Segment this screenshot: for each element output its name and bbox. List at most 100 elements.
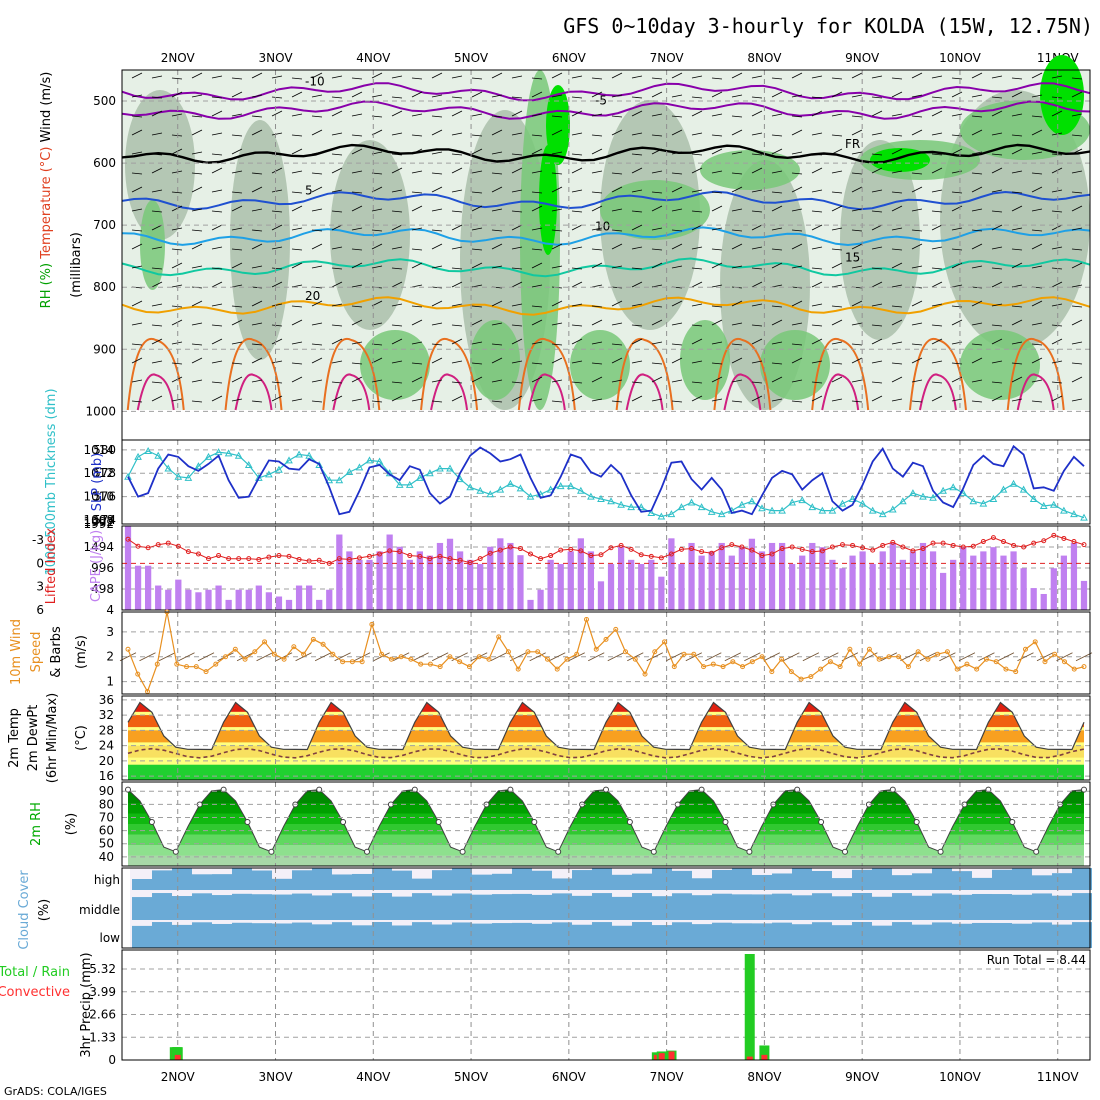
wind-barb <box>811 267 823 270</box>
wind-barb <box>851 400 863 403</box>
wind-barb <box>1051 246 1063 250</box>
thickness-point <box>627 503 636 511</box>
wind-barb <box>271 324 283 327</box>
wind-barb <box>431 652 449 662</box>
li-point <box>467 560 473 566</box>
li-point <box>739 544 745 550</box>
wind-speed-point <box>964 661 970 667</box>
cape-bar <box>134 565 142 610</box>
wind-barb <box>391 75 403 79</box>
wind-barb <box>691 132 703 136</box>
wind-barb <box>139 652 156 662</box>
thickness-point <box>808 503 817 511</box>
wind-barb <box>711 319 723 326</box>
wind-barb <box>651 376 663 383</box>
cape-bar <box>909 551 917 610</box>
wind-barb <box>791 343 803 346</box>
thickness-point <box>687 498 696 506</box>
wind-barb <box>591 134 603 137</box>
li-point <box>709 550 715 556</box>
wind-barb <box>411 205 423 212</box>
cloud-bar <box>212 923 232 948</box>
precip-total-bar <box>744 954 755 1060</box>
wind-barb <box>451 210 463 213</box>
wind-barb <box>431 72 443 79</box>
wind-barb <box>431 300 443 307</box>
wind-barb <box>891 77 903 80</box>
cloud-bar <box>532 870 552 890</box>
wind-barb <box>1031 357 1043 364</box>
wind-barb <box>691 281 703 288</box>
li-point <box>367 553 373 559</box>
cloud-bar <box>272 923 292 948</box>
precip-total-label: Total / Rain <box>0 965 70 980</box>
wind-barb <box>1071 262 1083 269</box>
wind-speed-point <box>837 664 843 670</box>
wind-barb <box>391 189 403 193</box>
li-point <box>246 556 252 562</box>
wind-barb <box>231 398 243 402</box>
wind-barb <box>911 379 923 383</box>
bottom-date-label: 8NOV <box>747 1070 782 1084</box>
thickness-point <box>758 504 766 512</box>
cape-bar <box>306 585 313 610</box>
rh-shade <box>470 320 520 400</box>
wind-barb <box>591 113 603 117</box>
li-point <box>850 542 856 548</box>
cape-bar <box>456 551 464 610</box>
cloud-bar <box>692 924 712 948</box>
wind-barb <box>251 129 263 136</box>
cape-bar <box>688 542 695 610</box>
cloud-bar <box>352 925 372 948</box>
li-point <box>236 556 242 562</box>
wind-barb <box>1031 300 1043 307</box>
wind-barb <box>1011 248 1023 251</box>
wind-barb <box>119 652 137 662</box>
cloud-bar <box>952 923 972 948</box>
wind-barb <box>271 75 283 79</box>
li-point <box>719 545 725 551</box>
cape-bar <box>1030 588 1037 610</box>
wind-barb <box>431 94 443 98</box>
cloud-bar <box>132 925 152 948</box>
wind-barb <box>671 300 683 307</box>
cloud-level-label: low <box>100 931 121 945</box>
li-point <box>528 551 534 557</box>
wind-barb <box>411 170 423 174</box>
wind-barb <box>291 191 303 194</box>
wind-barb <box>551 343 563 346</box>
rh-point <box>244 818 251 825</box>
wind-barb <box>231 91 243 98</box>
wind-barb <box>311 379 323 383</box>
cloud-bar <box>592 868 612 890</box>
cloud-bar <box>652 896 672 920</box>
wind-barb <box>831 376 843 383</box>
thickness-point <box>1070 510 1078 518</box>
thickness-point <box>174 472 183 480</box>
li-point <box>890 539 896 545</box>
wind-barb <box>151 324 163 327</box>
wind-barb <box>291 148 303 155</box>
cloud-bar <box>492 894 512 920</box>
wind-barb <box>691 338 703 345</box>
wind-barb <box>791 300 803 307</box>
panel-frame <box>121 695 1091 781</box>
wind-barb <box>131 172 143 175</box>
rh-point <box>1009 818 1016 825</box>
wind-barb <box>311 208 323 212</box>
wind-barb <box>851 229 863 232</box>
wind-barb <box>951 319 963 326</box>
top-date-label: 2NOV <box>161 51 196 65</box>
cape-bar <box>869 564 876 610</box>
wind-barb <box>871 210 883 213</box>
wind-barb <box>551 151 563 155</box>
wind-barb <box>871 324 883 327</box>
wind-barb <box>331 189 343 193</box>
wind-barb <box>197 652 215 662</box>
wind-barb <box>571 132 583 136</box>
cloud-bar <box>1032 875 1052 890</box>
cape-bar <box>849 555 856 610</box>
panel-frame <box>121 867 1091 949</box>
rh-band <box>128 834 1084 846</box>
wind-barb <box>711 191 723 194</box>
